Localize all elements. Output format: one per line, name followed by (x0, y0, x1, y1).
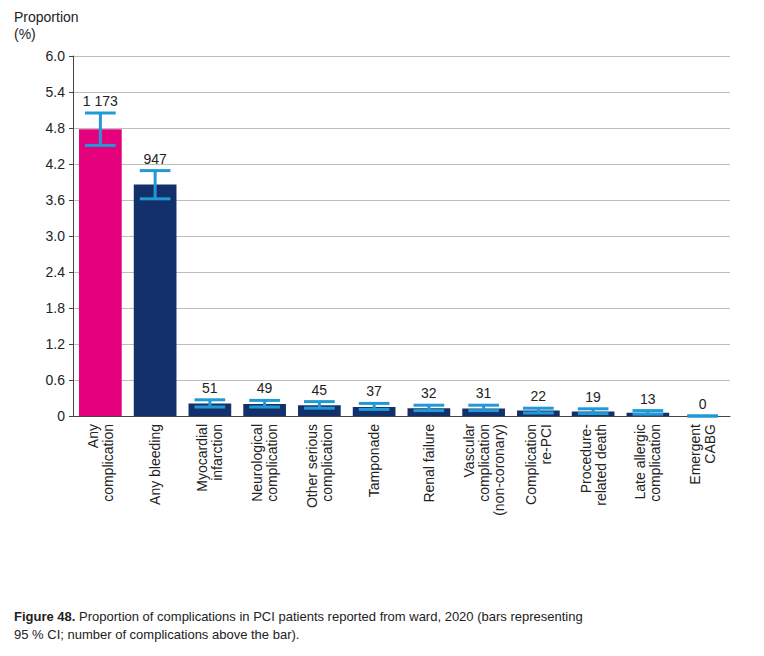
svg-text:0.6: 0.6 (46, 372, 66, 388)
svg-text:(%): (%) (14, 26, 36, 42)
svg-text:Myocardial: Myocardial (194, 424, 210, 492)
html-text:Figure 48. Proportion of compl: Figure 48. Proportion of complications i… (14, 609, 583, 642)
svg-text:3.0: 3.0 (46, 228, 66, 244)
svg-text:31: 31 (476, 385, 492, 401)
svg-text:Any: Any (85, 424, 101, 448)
svg-text:6.0: 6.0 (46, 48, 66, 64)
svg-text:0: 0 (699, 396, 707, 412)
svg-text:re-PCI: re-PCI (538, 424, 554, 464)
svg-text:1 173: 1 173 (83, 93, 118, 109)
svg-text:4.2: 4.2 (46, 156, 66, 172)
svg-text:32: 32 (421, 385, 437, 401)
svg-text:5.4: 5.4 (46, 84, 66, 100)
svg-text:related death: related death (593, 424, 609, 506)
svg-text:49: 49 (257, 380, 273, 396)
svg-text:Other serious: Other serious (304, 424, 320, 508)
svg-text:3.6: 3.6 (46, 192, 66, 208)
svg-text:complication: complication (100, 424, 116, 502)
svg-text:Complication: Complication (523, 424, 539, 505)
svg-text:1.8: 1.8 (46, 300, 66, 316)
svg-text:Neurological: Neurological (249, 424, 265, 502)
svg-text:45: 45 (312, 382, 328, 398)
svg-text:22: 22 (531, 388, 547, 404)
svg-text:complication: complication (319, 424, 335, 502)
svg-text:1.2: 1.2 (46, 336, 66, 352)
svg-text:Renal failure: Renal failure (421, 424, 437, 503)
svg-text:19: 19 (585, 389, 601, 405)
svg-text:Tamponade: Tamponade (366, 424, 382, 497)
svg-text:Proportion: Proportion (14, 9, 79, 25)
svg-text:CABG: CABG (702, 424, 718, 464)
svg-text:complication: complication (264, 424, 280, 502)
svg-text:13: 13 (640, 391, 656, 407)
svg-text:51: 51 (202, 380, 218, 396)
svg-text:complication: complication (647, 424, 663, 502)
svg-text:complication: complication (476, 424, 492, 502)
svg-text:947: 947 (143, 151, 167, 167)
svg-text:infarction: infarction (209, 424, 225, 481)
svg-text:Any bleeding: Any bleeding (147, 424, 163, 505)
svg-text:Vascular: Vascular (461, 424, 477, 478)
svg-text:(non-coronary): (non-coronary) (491, 424, 507, 516)
svg-text:2.4: 2.4 (46, 264, 66, 280)
svg-text:37: 37 (366, 383, 382, 399)
svg-text:0: 0 (57, 408, 65, 424)
svg-text:Emergent: Emergent (687, 424, 703, 485)
svg-text:Procedure-: Procedure- (578, 424, 594, 494)
svg-text:4.8: 4.8 (46, 120, 66, 136)
svg-text:Late allergic: Late allergic (632, 424, 648, 500)
